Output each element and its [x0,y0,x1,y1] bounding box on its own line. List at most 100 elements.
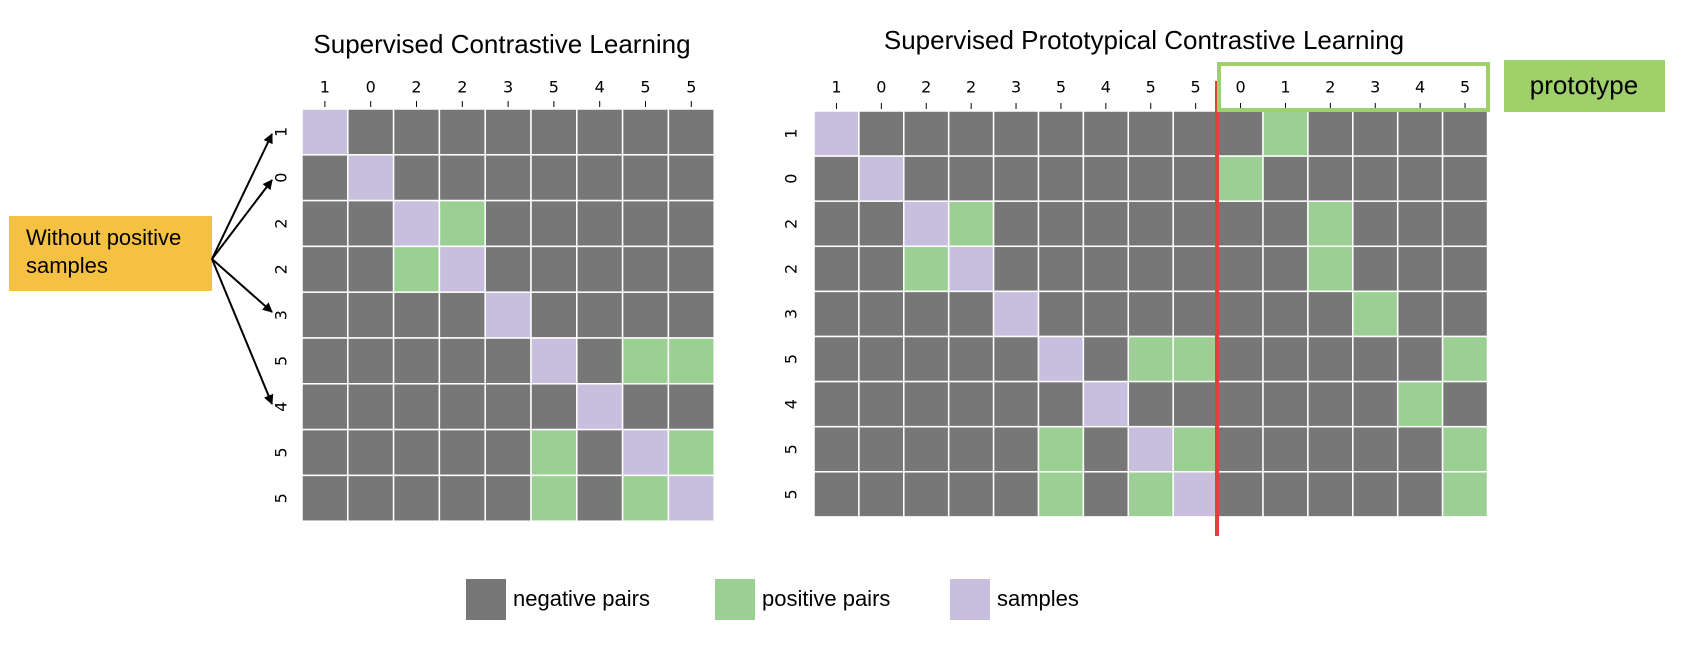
cell-neg [1396,155,1444,202]
row-label: 2 [272,264,291,274]
cell-neg [530,245,578,293]
cell-neg [438,383,486,431]
cell-neg [1441,155,1489,202]
row-label: 3 [272,310,291,320]
cell-neg [1217,425,1264,473]
cell-neg [530,154,578,202]
right-title: Supervised Prototypical Contrastive Lear… [884,25,1404,55]
cell-smp [992,290,1040,338]
cell-neg [1037,290,1085,338]
legend-label: positive pairs [762,586,890,611]
column-label: 3 [503,78,513,97]
cell-neg [1352,471,1399,518]
cell-smp [301,108,349,156]
cell-neg [947,110,995,157]
cell-neg [347,108,395,156]
cell-neg [858,200,905,248]
cell-neg [858,245,905,293]
cell-neg [1396,110,1444,157]
cell-smp [530,337,578,385]
cell-neg [1217,471,1264,518]
cell-neg [1307,335,1354,383]
cell-neg [301,337,349,385]
cell-neg [1262,290,1309,338]
cell-neg [1396,245,1444,293]
column-label: 1 [320,78,330,97]
cell-smp [1082,380,1130,428]
column-label: 1 [831,78,841,97]
row-label: 5 [782,354,801,364]
cell-neg [992,155,1040,202]
cell-neg [438,154,486,202]
cell-neg [667,383,715,431]
column-label: 1 [1280,78,1290,97]
cell-neg [992,380,1040,428]
cell-neg [438,428,486,477]
cell-neg [1307,425,1354,473]
cell-neg [1217,110,1264,157]
legend-swatch [950,579,990,620]
cell-neg [903,471,950,518]
column-label: 4 [595,78,605,97]
row-label: 4 [782,399,801,409]
cell-pos [1037,471,1085,518]
cell-neg [392,428,441,477]
cell-neg [1217,245,1264,293]
cell-neg [530,199,578,248]
column-label: 5 [1191,78,1201,97]
cell-neg [1217,290,1264,338]
cell-pos [621,337,670,385]
cell-smp [1037,335,1085,383]
cell-neg [1082,335,1130,383]
cell-neg [1307,155,1354,202]
cell-neg [576,428,624,477]
cell-neg [813,380,860,428]
cell-neg [621,154,670,202]
cell-neg [947,471,995,518]
cell-pos [1307,200,1354,248]
row-label: 3 [782,309,801,319]
column-label: 0 [876,78,886,97]
cell-neg [1082,155,1130,202]
cell-neg [347,337,395,385]
cell-neg [1441,290,1489,338]
cell-pos [1172,335,1219,383]
cell-neg [992,471,1040,518]
cell-neg [1352,335,1399,383]
cell-neg [621,108,670,156]
cell-neg [858,290,905,338]
row-label: 2 [782,219,801,229]
cell-smp [813,110,860,157]
cell-neg [484,474,532,522]
cell-neg [392,154,441,202]
row-label: 1 [272,127,291,137]
cell-neg [1307,380,1354,428]
cell-neg [1082,471,1130,518]
cell-neg [813,200,860,248]
cell-neg [992,335,1040,383]
cell-pos [667,428,715,477]
cell-neg [1396,471,1444,518]
arrow [211,258,273,313]
cell-neg [1307,290,1354,338]
callout-line: Without positive [26,225,181,250]
legend-swatch [466,579,506,620]
cell-neg [1352,200,1399,248]
cell-neg [392,291,441,339]
cell-pos [1217,155,1264,202]
callout-box [9,216,212,291]
cell-smp [621,428,670,477]
row-label: 2 [272,218,291,228]
cell-pos [1441,335,1489,383]
row-label: 2 [782,264,801,274]
cell-neg [1441,380,1489,428]
cell-neg [903,380,950,428]
cell-neg [347,474,395,522]
column-label: 5 [1460,78,1470,97]
cell-neg [301,428,349,477]
column-label: 0 [366,78,376,97]
cell-neg [576,337,624,385]
cell-neg [576,108,624,156]
cell-smp [392,199,441,248]
cell-neg [992,200,1040,248]
